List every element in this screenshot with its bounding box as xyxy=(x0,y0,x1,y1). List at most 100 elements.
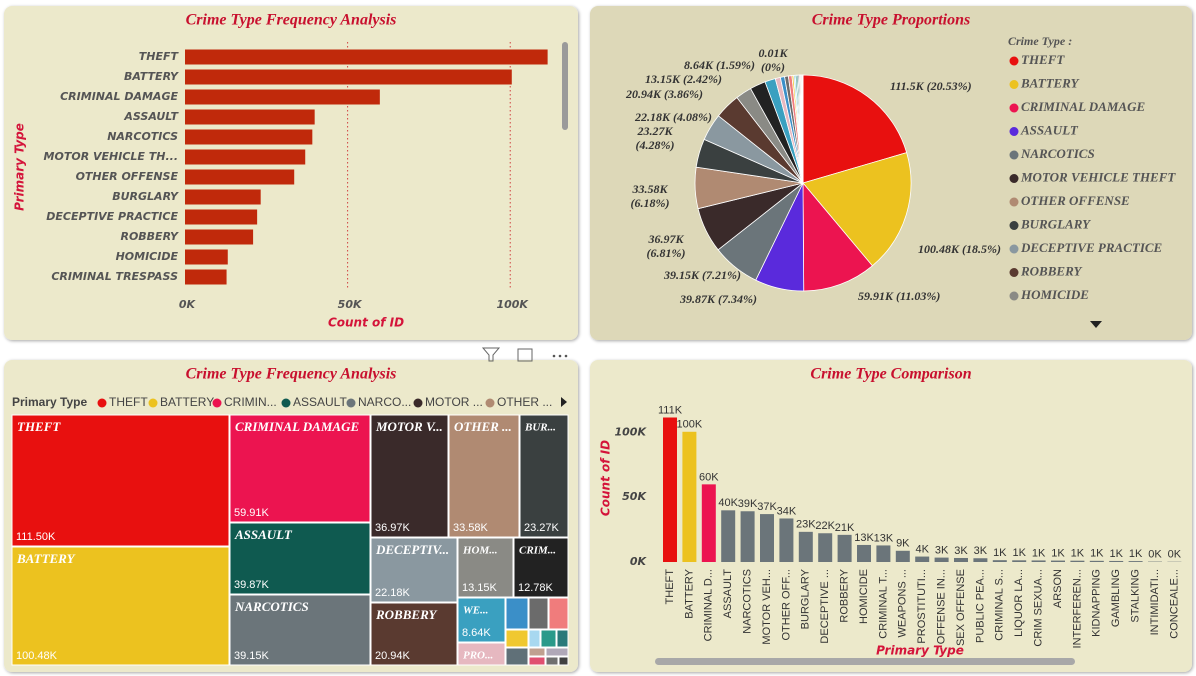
data-label: 59.91K (11.03%) xyxy=(858,289,940,303)
bar xyxy=(760,514,774,562)
data-label: 0.01K (0%) xyxy=(758,46,788,74)
x-tick-label: BURGLARY xyxy=(800,568,812,629)
scrollbar[interactable] xyxy=(655,658,1075,665)
y-tick-label: BATTERY xyxy=(124,70,179,83)
tile-label: BUR... xyxy=(524,422,556,434)
y-tick-label: 100K xyxy=(615,425,648,438)
bar xyxy=(185,149,306,165)
tile-label: ASSAULT xyxy=(234,527,293,542)
data-label: 39K xyxy=(738,498,758,510)
data-label: 22K xyxy=(815,520,835,532)
treemap-tile xyxy=(229,414,371,523)
treemap-tile xyxy=(540,629,557,648)
tile-label: HOM... xyxy=(462,545,498,557)
pie-slice xyxy=(802,74,908,184)
data-label: 3K xyxy=(954,545,968,557)
bar xyxy=(1089,560,1104,562)
y-tick-label: 0K xyxy=(630,555,648,568)
y-tick-label: THEFT xyxy=(139,50,180,63)
data-label: 1K xyxy=(1109,548,1123,560)
x-tick-label: 50K xyxy=(338,298,363,311)
x-tick-label: PUBLIC PEA... xyxy=(974,569,986,643)
treemap-tile xyxy=(457,597,506,643)
bar xyxy=(1051,560,1065,562)
legend-swatch xyxy=(1009,80,1019,89)
filter-icon[interactable] xyxy=(481,347,501,362)
treemap-tile xyxy=(519,414,569,538)
x-tick-label: CRIMINAL T... xyxy=(877,569,889,639)
y-tick-label: OTHER OFFENSE xyxy=(76,170,179,183)
x-tick-label: OFFENSE IN... xyxy=(936,569,948,644)
data-label: 39.15K (7.21%) xyxy=(663,268,741,282)
legend-label: CRIMINAL DAMAGE xyxy=(1021,99,1145,114)
data-label: 34K xyxy=(777,505,797,517)
legend-scroll-arrow[interactable] xyxy=(1090,321,1102,328)
tile-label: PRO... xyxy=(463,650,493,662)
y-tick-label: CRIMINAL DAMAGE xyxy=(60,90,178,103)
bar xyxy=(837,534,852,562)
data-label: 39.15K xyxy=(234,650,270,662)
bar xyxy=(1070,560,1085,562)
y-tick-label: 50K xyxy=(622,490,647,503)
scrollbar[interactable] xyxy=(562,42,568,130)
data-label: 39.87K xyxy=(234,579,270,591)
treemap-tile xyxy=(229,594,371,666)
treemap-tile xyxy=(528,656,546,666)
data-label: 59.91K xyxy=(234,507,270,519)
x-tick-label: DECEPTIVE ... xyxy=(819,569,831,644)
data-label: 36.97K xyxy=(375,522,411,534)
data-label: 36.97K (6.81%) xyxy=(647,232,686,260)
data-label: 1K xyxy=(1032,547,1046,559)
chart-title: Crime Type Frequency Analysis xyxy=(186,366,397,383)
legend-swatch xyxy=(346,398,356,408)
bar xyxy=(663,417,677,562)
bar xyxy=(721,510,736,562)
legend-swatch xyxy=(1009,244,1019,254)
data-label: 40K xyxy=(718,497,738,509)
more-icon[interactable] xyxy=(552,354,556,358)
data-label: 23.27K xyxy=(524,522,560,534)
bar xyxy=(973,558,988,562)
legend-label: BATTERY xyxy=(160,395,214,409)
x-axis-title: Count of ID xyxy=(328,316,404,330)
tile-label: WE... xyxy=(463,605,488,617)
data-label: 22.18K xyxy=(375,587,411,599)
legend-label: THEFT xyxy=(109,395,148,409)
y-tick-label: BURGLARY xyxy=(112,190,179,203)
y-tick-label: DECEPTIVE PRACTICE xyxy=(46,210,178,223)
y-tick-label: HOMICIDE xyxy=(116,250,179,263)
legend-swatch xyxy=(1009,127,1019,136)
more-icon[interactable] xyxy=(564,354,568,358)
bar xyxy=(1012,560,1027,562)
x-tick-label: INTERFEREN... xyxy=(1071,569,1083,648)
focus-icon[interactable] xyxy=(517,348,533,362)
legend-label: NARCO... xyxy=(358,395,411,409)
treemap-tile xyxy=(229,522,371,595)
bar xyxy=(876,545,891,562)
chart-title: Crime Type Comparison xyxy=(810,366,971,383)
treemap-tile xyxy=(558,656,569,666)
pie-slice xyxy=(802,181,873,292)
tile-label: DECEPTIV... xyxy=(375,542,449,557)
data-label: 20.94K (3.86%) xyxy=(625,87,703,101)
x-tick-label: MOTOR VEH... xyxy=(761,569,773,645)
bar xyxy=(185,189,261,205)
y-tick-label: MOTOR VEHICLE TH... xyxy=(44,150,178,163)
y-tick-label: CRIMINAL TRESPASS xyxy=(51,270,178,283)
bar xyxy=(934,557,949,562)
data-label: 1K xyxy=(1090,548,1104,560)
x-tick-label: PROSTITUTI... xyxy=(916,569,928,644)
data-label: 100K xyxy=(677,419,703,431)
y-axis-title: Count of ID xyxy=(599,440,613,516)
treemap-tile xyxy=(556,629,569,648)
data-label: 33.58K xyxy=(453,522,489,534)
legend-scroll-arrow[interactable] xyxy=(561,397,567,407)
y-tick-label: NARCOTICS xyxy=(107,130,178,143)
legend-swatch xyxy=(485,398,495,408)
treemap-tile xyxy=(11,414,230,547)
legend-swatch xyxy=(1009,150,1019,160)
treemap-tile xyxy=(448,414,520,538)
data-label: 12.78K xyxy=(518,582,554,594)
more-icon[interactable] xyxy=(558,354,562,358)
